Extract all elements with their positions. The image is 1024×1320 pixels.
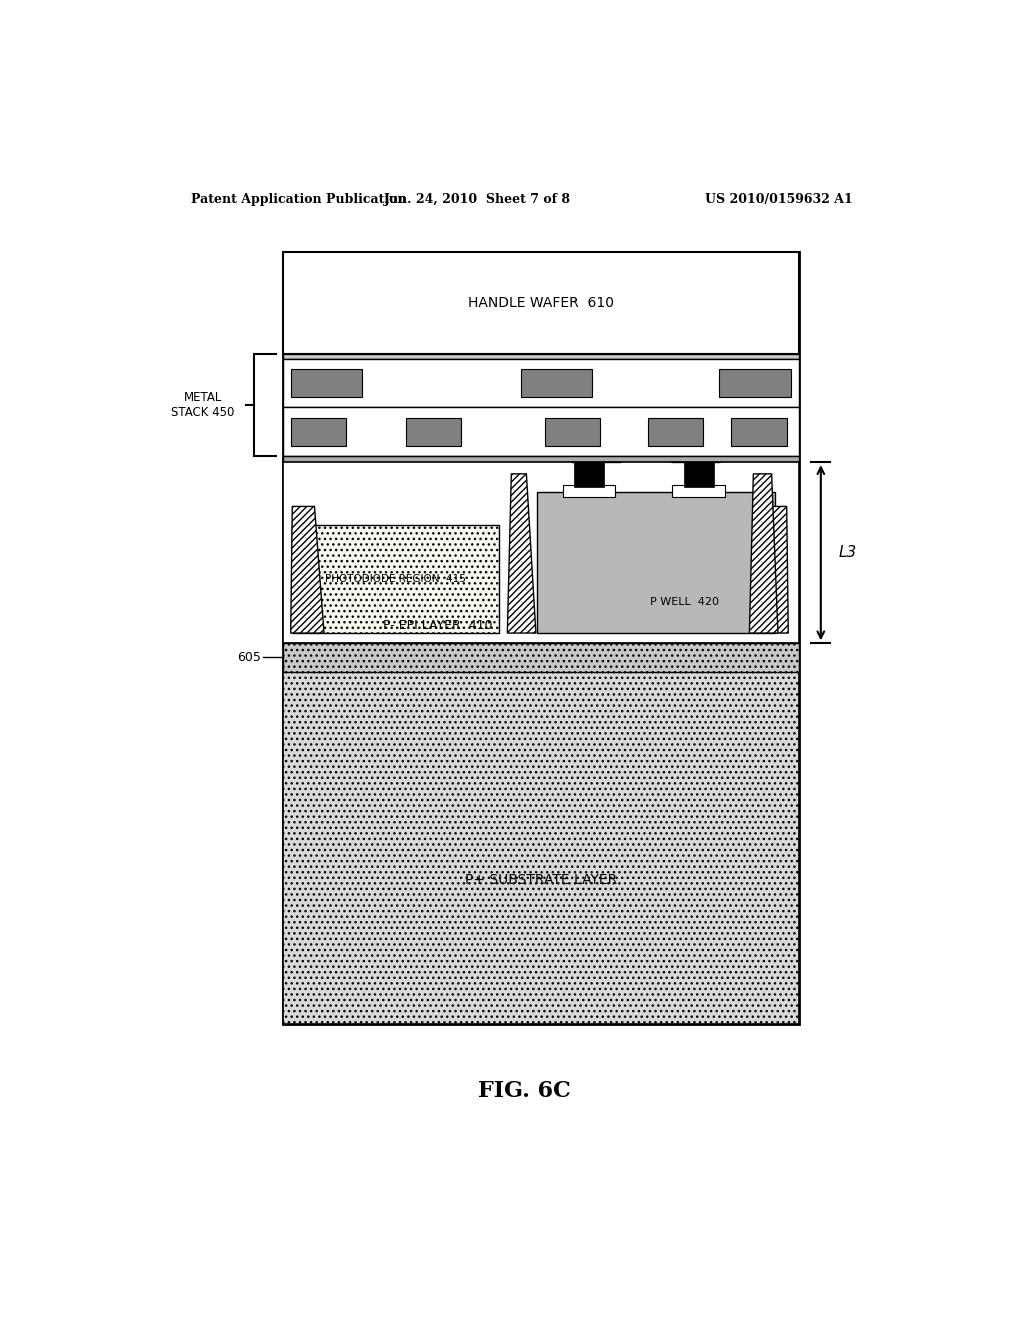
Text: P+ SUBSTRATE LAYER: P+ SUBSTRATE LAYER (465, 873, 616, 887)
Text: P- EPI LAYER  410: P- EPI LAYER 410 (383, 619, 493, 632)
Bar (684, 462, 714, 487)
Bar (406, 417, 461, 446)
Bar (521, 368, 592, 397)
Polygon shape (755, 507, 788, 634)
Bar (283, 359, 799, 408)
Bar (563, 484, 615, 496)
Bar (283, 457, 799, 462)
Text: Jun. 24, 2010  Sheet 7 of 8: Jun. 24, 2010 Sheet 7 of 8 (384, 193, 570, 206)
Bar (283, 354, 799, 359)
Bar (291, 417, 346, 446)
Bar (673, 484, 725, 496)
Bar (292, 524, 499, 634)
Bar (283, 643, 799, 672)
Text: Patent Application Publication: Patent Application Publication (191, 193, 407, 206)
Bar (545, 417, 600, 446)
Bar (283, 252, 799, 1024)
Bar (719, 368, 791, 397)
Bar (283, 408, 799, 457)
Text: FIG. 6C: FIG. 6C (478, 1081, 571, 1102)
Text: L3: L3 (839, 545, 856, 560)
Bar (283, 252, 799, 354)
Text: P WELL  420: P WELL 420 (650, 597, 719, 607)
Text: 605: 605 (237, 651, 260, 664)
Polygon shape (750, 474, 778, 634)
Bar (283, 462, 799, 643)
Polygon shape (291, 507, 324, 634)
Bar (283, 672, 799, 1024)
Text: METAL
STACK 450: METAL STACK 450 (171, 391, 234, 418)
Bar (731, 417, 786, 446)
Polygon shape (507, 474, 536, 634)
Text: HANDLE WAFER  610: HANDLE WAFER 610 (468, 296, 613, 310)
Bar (291, 368, 362, 397)
Bar (648, 417, 703, 446)
Bar (574, 462, 604, 487)
Text: US 2010/0159632 A1: US 2010/0159632 A1 (705, 193, 853, 206)
Text: PHOTODIODE REGION  415: PHOTODIODE REGION 415 (325, 574, 466, 583)
Bar (537, 492, 775, 634)
